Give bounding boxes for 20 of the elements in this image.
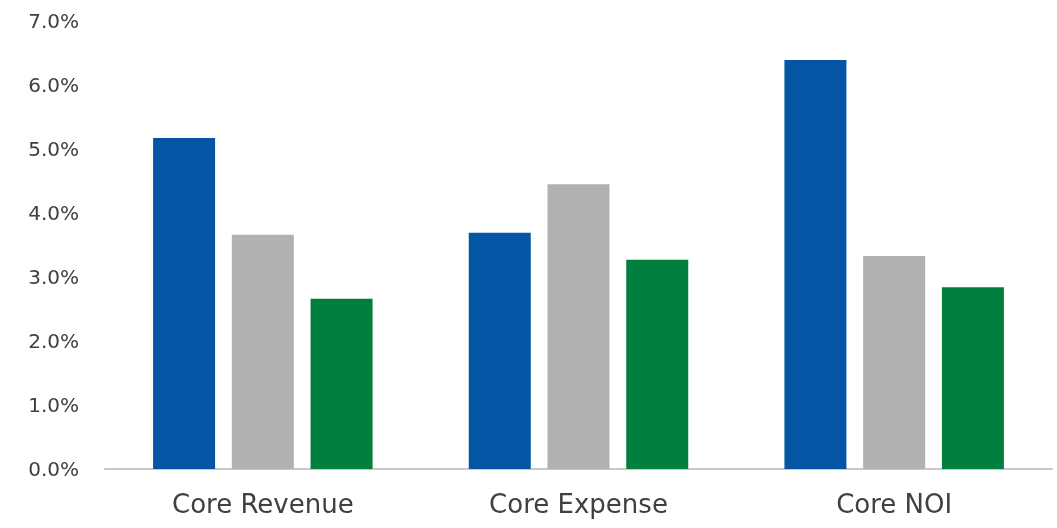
bar [626, 259, 689, 469]
bar [784, 60, 847, 469]
bar [863, 255, 926, 469]
x-tick-label: Core Revenue [172, 489, 354, 519]
bar [231, 234, 294, 469]
y-tick-label: 1.0% [28, 393, 79, 417]
y-tick-label: 3.0% [28, 265, 79, 289]
y-tick-label: 4.0% [28, 201, 79, 225]
bar [547, 184, 610, 469]
y-tick-label: 7.0% [28, 9, 79, 33]
bar [941, 287, 1004, 469]
bar [153, 138, 216, 469]
x-tick-label: Core NOI [836, 489, 953, 519]
bar [468, 232, 531, 469]
y-tick-label: 0.0% [28, 457, 79, 481]
y-tick-label: 2.0% [28, 329, 79, 353]
bar [310, 298, 373, 469]
x-tick-label: Core Expense [489, 489, 668, 519]
y-tick-label: 6.0% [28, 73, 79, 97]
y-tick-label: 5.0% [28, 137, 79, 161]
